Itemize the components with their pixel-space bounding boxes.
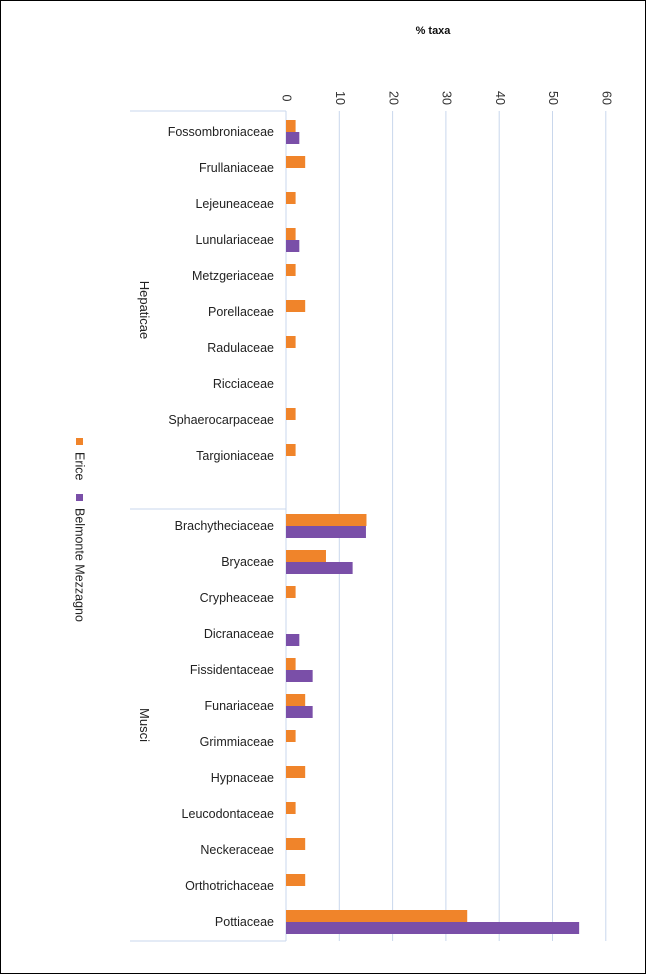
x-tick-label: 60 [600, 91, 614, 105]
legend-swatch [76, 438, 83, 445]
bar-erice [286, 156, 306, 168]
x-tick-label: 30 [440, 91, 454, 105]
legend-swatch [76, 494, 83, 501]
category-label: Bryaceae [221, 555, 274, 569]
category-label: Targioniaceae [196, 449, 274, 463]
bar-erice [286, 874, 306, 886]
axis-title: % taxa [416, 25, 452, 37]
bar-belmonte-mezzagno [286, 706, 313, 718]
category-label: Crypheaceae [200, 591, 274, 605]
category-label: Frullaniaceae [199, 161, 274, 175]
bar-erice [286, 514, 367, 526]
x-tick-label: 0 [280, 95, 294, 102]
category-label: Orthotrichaceae [185, 879, 274, 893]
bar-erice [286, 910, 468, 922]
category-label: Brachytheciaceae [175, 519, 274, 533]
category-label: Sphaerocarpaceae [168, 413, 274, 427]
category-label: Lejeuneaceae [195, 197, 274, 211]
bar-erice [286, 300, 306, 312]
category-label: Porellaceae [208, 305, 274, 319]
category-label: Fissidentaceae [190, 663, 274, 677]
bar-belmonte-mezzagno [286, 922, 580, 934]
category-label: Pottiaceae [215, 915, 274, 929]
x-tick-label: 10 [333, 91, 347, 105]
group-label: Hepaticae [137, 281, 152, 340]
bar-erice [286, 444, 296, 456]
bar-erice [286, 730, 296, 742]
x-tick-label: 50 [546, 91, 560, 105]
bar-belmonte-mezzagno [286, 132, 300, 144]
bar-belmonte-mezzagno [286, 526, 366, 538]
category-label: Leucodontaceae [182, 807, 274, 821]
category-label: Metzgeriaceae [192, 269, 274, 283]
category-label: Hypnaceae [211, 771, 274, 785]
bar-erice [286, 264, 296, 276]
bar-erice [286, 802, 296, 814]
bar-erice [286, 766, 306, 778]
x-tick-label: 40 [493, 91, 507, 105]
bar-erice [286, 228, 296, 240]
category-label: Fossombroniaceae [168, 125, 274, 139]
bar-belmonte-mezzagno [286, 634, 300, 646]
bar-erice [286, 658, 296, 670]
category-label: Funariaceae [205, 699, 275, 713]
bar-erice [286, 694, 306, 706]
bar-erice [286, 838, 306, 850]
category-label: Ricciaceae [213, 377, 274, 391]
bar-belmonte-mezzagno [286, 562, 353, 574]
x-tick-label: 20 [386, 91, 400, 105]
category-label: Grimmiaceae [200, 735, 274, 749]
category-label: Radulaceae [207, 341, 274, 355]
bar-erice [286, 408, 296, 420]
bar-belmonte-mezzagno [286, 240, 300, 252]
bar-erice [286, 120, 296, 132]
bar-erice [286, 192, 296, 204]
category-label: Neckeraceae [200, 843, 274, 857]
bar-belmonte-mezzagno [286, 670, 313, 682]
legend-label: Belmonte Mezzagno [73, 508, 87, 622]
bar-erice [286, 550, 326, 562]
bar-erice [286, 586, 296, 598]
bar-erice [286, 336, 296, 348]
legend-label: Erice [73, 452, 87, 481]
category-label: Lunulariaceae [195, 233, 274, 247]
group-label: Musci [137, 708, 152, 742]
category-label: Dicranaceae [204, 627, 274, 641]
